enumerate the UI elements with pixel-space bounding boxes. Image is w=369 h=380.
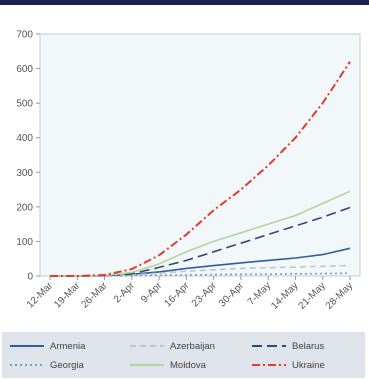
x-tick-label: 23-Apr	[190, 280, 219, 309]
y-tick-label: 100	[16, 237, 33, 248]
x-tick-label: 26-Mar	[79, 280, 110, 311]
legend-swatch	[130, 364, 164, 366]
y-tick-label: 600	[16, 64, 33, 75]
legend-item-georgia: Georgia	[10, 357, 84, 373]
legend-item-belarus: Belarus	[252, 338, 324, 354]
y-axis: 0 100 200 300 400 500 600 700	[16, 30, 40, 283]
legend-item-azerbaijan: Azerbaijan	[130, 338, 215, 354]
x-tick-label: 30-Apr	[217, 280, 246, 309]
legend-item-armenia: Armenia	[10, 338, 85, 354]
x-tick-label: 12-Mar	[25, 280, 56, 311]
series-line-ukraine	[50, 61, 351, 277]
x-tick-label: 2-Apr	[112, 280, 138, 306]
chart: 0 100 200 300 400 500 600 700 12-Mar 19-Mar 26-Ma…	[0, 14, 369, 330]
legend-label: Moldova	[170, 359, 206, 371]
y-tick-label: 200	[16, 202, 33, 213]
legend-label: Georgia	[50, 359, 84, 371]
x-tick-label: 16-Apr	[162, 280, 191, 309]
legend-label: Ukraine	[292, 359, 325, 371]
series-line-georgia	[50, 272, 351, 277]
x-tick-label: 19-Mar	[52, 280, 83, 311]
y-tick-label: 500	[16, 99, 33, 110]
legend-item-moldova: Moldova	[130, 357, 206, 373]
legend-label: Azerbaijan	[170, 340, 215, 352]
legend-swatch	[10, 345, 44, 347]
series-line-azerbaijan	[50, 264, 351, 277]
y-tick-label: 400	[16, 133, 33, 144]
plot-area	[39, 33, 361, 277]
legend-swatch	[252, 364, 286, 366]
y-tick-label: 700	[16, 30, 33, 41]
line-chart: 0 100 200 300 400 500 600 700 12-Mar19-Mar26-Ma…	[16, 30, 361, 312]
y-tick-label: 300	[16, 168, 33, 179]
x-tick-label: 21-May	[296, 280, 327, 311]
legend-label: Belarus	[292, 340, 325, 352]
y-tick-label: 0	[27, 272, 33, 283]
top-rule	[0, 0, 369, 5]
legend: Armenia Azerbaijan Belarus Georgia Moldova Uk…	[2, 332, 365, 378]
legend-swatch	[252, 345, 286, 347]
x-tick-label: 9-Apr	[139, 280, 165, 306]
x-tick-label: 14-May	[269, 280, 300, 311]
legend-item-ukraine: Ukraine	[252, 357, 325, 373]
legend-swatch	[10, 364, 44, 366]
legend-label: Armenia	[50, 340, 86, 352]
series-lines	[50, 61, 351, 277]
legend-swatch	[130, 345, 164, 347]
x-tick-label: 28-May	[324, 280, 355, 311]
